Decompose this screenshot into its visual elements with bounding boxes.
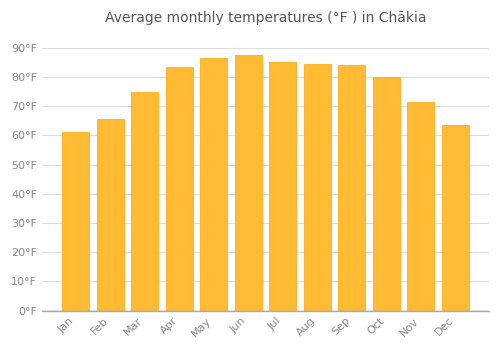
Bar [442, 125, 468, 310]
Title: Average monthly temperatures (°F ) in Chākia: Average monthly temperatures (°F ) in Ch… [104, 11, 426, 25]
Bar [407, 102, 434, 310]
Bar [304, 64, 330, 310]
Bar [234, 55, 262, 310]
Bar [269, 62, 296, 310]
Bar [97, 119, 124, 310]
Bar [200, 58, 227, 310]
Bar [372, 77, 400, 310]
Bar [338, 65, 365, 310]
Bar [166, 67, 192, 310]
Bar [132, 92, 158, 310]
Bar [62, 133, 89, 310]
